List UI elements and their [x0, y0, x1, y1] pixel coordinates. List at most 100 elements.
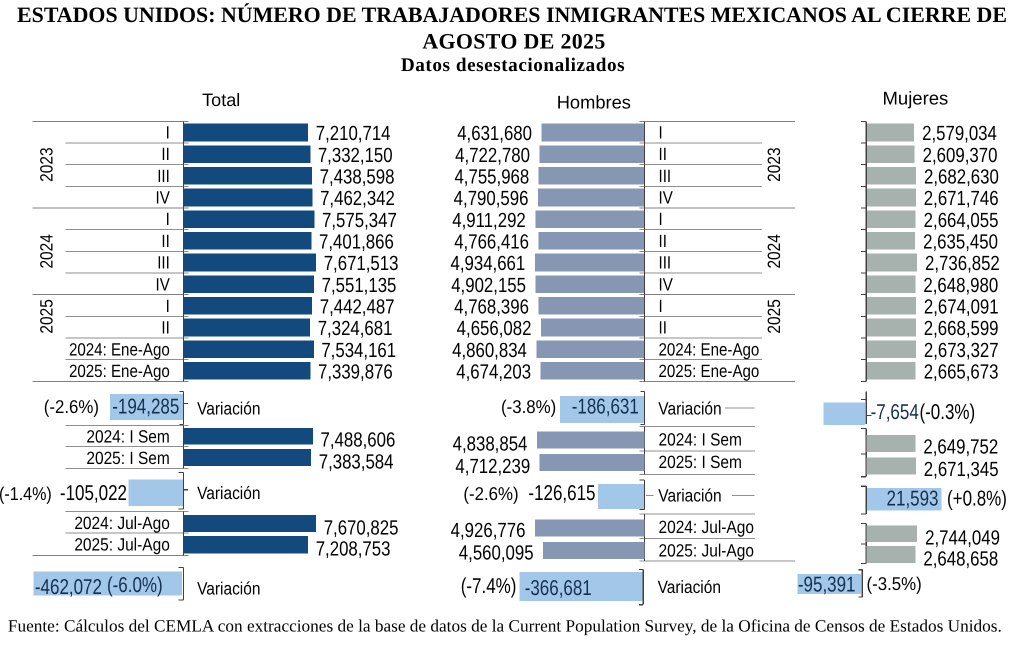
svg-text:2025: 2025 — [764, 299, 784, 334]
svg-text:7,339,876: 7,339,876 — [318, 361, 393, 384]
svg-text:2024: Jul-Ago: 2024: Jul-Ago — [659, 517, 755, 537]
svg-text:I: I — [166, 209, 170, 229]
svg-text:2024: 2024 — [764, 234, 784, 269]
svg-text:Fuente: Cálculos del CEMLA con: Fuente: Cálculos del CEMLA con extraccio… — [8, 616, 1002, 635]
svg-text:I: I — [659, 296, 663, 316]
svg-text:I: I — [166, 123, 170, 143]
svg-text:7,401,866: 7,401,866 — [319, 231, 394, 254]
svg-text:7,671,513: 7,671,513 — [324, 252, 399, 275]
svg-text:Variación: Variación — [197, 578, 260, 598]
svg-text:(-3.8%): (-3.8%) — [501, 396, 556, 417]
svg-text:Mujeres: Mujeres — [882, 88, 948, 109]
svg-text:2025: Jul-Ago: 2025: Jul-Ago — [74, 534, 170, 554]
svg-text:2,668,599: 2,668,599 — [924, 317, 999, 340]
svg-text:II: II — [161, 231, 169, 251]
svg-text:-462,072: -462,072 — [35, 575, 102, 599]
svg-text:7,208,753: 7,208,753 — [316, 538, 391, 561]
svg-text:-105,022: -105,022 — [60, 481, 127, 505]
svg-text:Variación: Variación — [658, 485, 721, 505]
svg-text:Total: Total — [202, 90, 240, 110]
svg-text:I: I — [166, 296, 170, 316]
svg-text:7,534,161: 7,534,161 — [321, 339, 396, 362]
svg-text:Variación: Variación — [197, 483, 260, 503]
svg-text:2024: Ene-Ago: 2024: Ene-Ago — [69, 339, 170, 359]
svg-text:-126,615: -126,615 — [528, 481, 595, 505]
svg-text:III: III — [157, 166, 170, 186]
svg-text:4,656,082: 4,656,082 — [457, 317, 532, 340]
svg-text:II: II — [161, 318, 169, 338]
svg-text:(-1.4%): (-1.4%) — [0, 483, 52, 504]
svg-text:2,579,034: 2,579,034 — [922, 122, 997, 145]
svg-text:2,664,055: 2,664,055 — [924, 209, 999, 232]
svg-text:4,560,095: 4,560,095 — [459, 542, 534, 565]
svg-text:-366,681: -366,681 — [525, 576, 592, 600]
svg-text:2,736,852: 2,736,852 — [925, 252, 1000, 275]
svg-text:7,332,150: 7,332,150 — [318, 144, 393, 167]
svg-text:2,648,980: 2,648,980 — [923, 274, 998, 297]
svg-text:7,442,487: 7,442,487 — [320, 296, 395, 319]
svg-text:2023: 2023 — [37, 147, 57, 182]
svg-text:4,674,203: 4,674,203 — [456, 361, 531, 384]
svg-text:IV: IV — [659, 188, 673, 208]
svg-text:-186,631: -186,631 — [572, 395, 639, 419]
svg-text:4,911,292: 4,911,292 — [452, 209, 526, 232]
svg-text:II: II — [659, 231, 667, 251]
svg-text:7,383,584: 7,383,584 — [319, 450, 394, 473]
svg-text:Variación: Variación — [658, 577, 721, 597]
svg-text:IV: IV — [156, 188, 170, 208]
svg-text:(+0.8%): (+0.8%) — [947, 487, 1007, 511]
svg-text:7,438,598: 7,438,598 — [320, 165, 395, 188]
svg-text:2,635,450: 2,635,450 — [923, 231, 998, 254]
svg-text:2025: 2025 — [37, 299, 57, 334]
svg-text:2,673,327: 2,673,327 — [924, 339, 999, 362]
svg-text:2,649,752: 2,649,752 — [923, 436, 998, 459]
svg-text:-95,391: -95,391 — [798, 573, 856, 597]
svg-text:7,575,347: 7,575,347 — [322, 209, 397, 232]
svg-text:IV: IV — [659, 274, 673, 294]
svg-text:2023: 2023 — [764, 147, 784, 182]
svg-text:21,593: 21,593 — [887, 487, 939, 511]
svg-text:4,766,416: 4,766,416 — [454, 231, 529, 254]
svg-text:2,744,049: 2,744,049 — [925, 527, 1000, 550]
svg-text:4,926,776: 4,926,776 — [451, 519, 526, 542]
svg-text:2024: I Sem: 2024: I Sem — [86, 427, 169, 447]
svg-text:2024: I Sem: 2024: I Sem — [659, 429, 742, 449]
svg-text:AGOSTO DE 2025: AGOSTO DE 2025 — [422, 29, 605, 54]
svg-text:4,934,661: 4,934,661 — [450, 252, 525, 275]
svg-text:2025: Ene-Ago: 2025: Ene-Ago — [659, 361, 760, 381]
svg-text:7,324,681: 7,324,681 — [318, 317, 393, 340]
svg-text:7,488,606: 7,488,606 — [321, 428, 396, 451]
svg-text:Variación: Variación — [658, 398, 721, 418]
svg-text:4,838,854: 4,838,854 — [453, 432, 528, 455]
svg-text:7,551,135: 7,551,135 — [322, 274, 397, 297]
svg-text:2024: 2024 — [37, 234, 57, 269]
svg-text:2,682,630: 2,682,630 — [924, 165, 999, 188]
svg-text:(-3.5%): (-3.5%) — [867, 573, 922, 594]
svg-text:2,671,746: 2,671,746 — [924, 187, 999, 210]
svg-text:2024: Jul-Ago: 2024: Jul-Ago — [74, 513, 170, 533]
svg-text:2025: I Sem: 2025: I Sem — [86, 448, 169, 468]
svg-text:II: II — [659, 144, 667, 164]
svg-text:-7,654: -7,654 — [871, 400, 919, 424]
svg-text:2025: Jul-Ago: 2025: Jul-Ago — [659, 540, 755, 560]
svg-text:2025: I Sem: 2025: I Sem — [659, 452, 742, 472]
svg-text:III: III — [157, 253, 170, 273]
svg-text:(-7.4%): (-7.4%) — [461, 574, 517, 598]
svg-text:4,790,596: 4,790,596 — [454, 187, 529, 210]
svg-text:(-0.3%): (-0.3%) — [920, 400, 976, 424]
svg-text:4,902,155: 4,902,155 — [451, 274, 526, 297]
svg-text:II: II — [659, 318, 667, 338]
svg-text:4,768,396: 4,768,396 — [454, 296, 529, 319]
svg-text:III: III — [659, 253, 672, 273]
svg-text:II: II — [161, 144, 169, 164]
svg-text:IV: IV — [156, 274, 170, 294]
svg-text:III: III — [659, 166, 672, 186]
svg-text:2024: Ene-Ago: 2024: Ene-Ago — [659, 339, 760, 359]
svg-text:2025: Ene-Ago: 2025: Ene-Ago — [69, 361, 170, 381]
svg-text:4,722,780: 4,722,780 — [455, 144, 530, 167]
svg-text:Variación: Variación — [197, 398, 260, 418]
svg-text:(-2.6%): (-2.6%) — [463, 483, 518, 504]
svg-text:4,860,834: 4,860,834 — [452, 339, 527, 362]
svg-text:2,665,673: 2,665,673 — [924, 361, 999, 384]
svg-text:2,671,345: 2,671,345 — [924, 458, 999, 481]
